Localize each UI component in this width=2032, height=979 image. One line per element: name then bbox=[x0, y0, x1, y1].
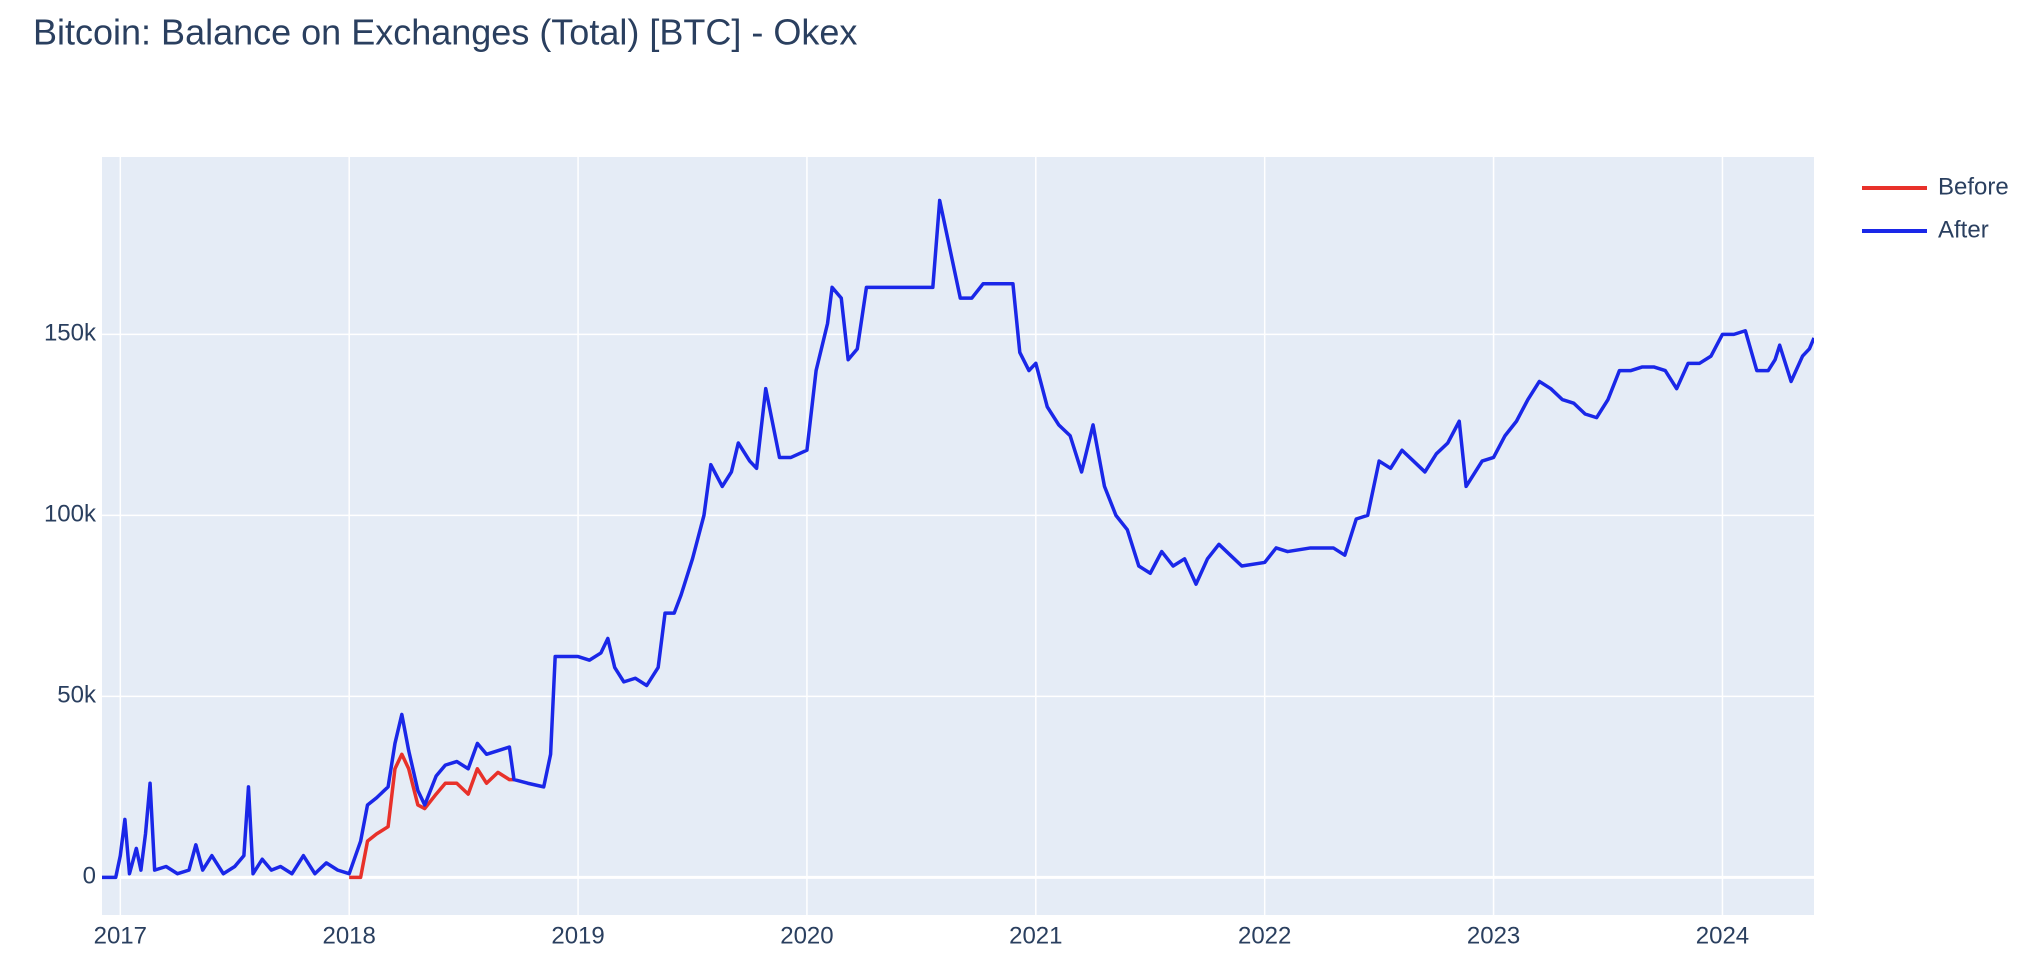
x-tick-label: 2019 bbox=[551, 922, 604, 949]
series-line bbox=[349, 752, 514, 880]
y-tick-label: 0 bbox=[83, 863, 96, 890]
x-tick-label: 2021 bbox=[1009, 922, 1062, 949]
legend-label: Before bbox=[1938, 173, 2009, 200]
plot-area bbox=[102, 157, 1814, 915]
y-tick-label: 100k bbox=[44, 501, 97, 528]
y-tick-label: 50k bbox=[57, 682, 97, 709]
x-tick-label: 2022 bbox=[1238, 922, 1291, 949]
series-line bbox=[102, 198, 1814, 880]
x-tick-label: 2023 bbox=[1467, 922, 1520, 949]
labels: 2017 2018 2019 2020 2021 2022 2023 2024 0 50k 100k… bbox=[44, 173, 2009, 949]
x-tick-label: 2024 bbox=[1696, 922, 1749, 949]
chart-title: Bitcoin: Balance on Exchanges (Total) [B… bbox=[33, 12, 857, 53]
lines bbox=[102, 198, 1814, 880]
x-tick-label: 2017 bbox=[94, 922, 147, 949]
x-tick-label: 2020 bbox=[780, 922, 833, 949]
x-tick-label: 2018 bbox=[322, 922, 375, 949]
legend-label: After bbox=[1938, 216, 1989, 243]
y-tick-label: 150k bbox=[44, 320, 97, 347]
grid bbox=[102, 157, 1814, 915]
